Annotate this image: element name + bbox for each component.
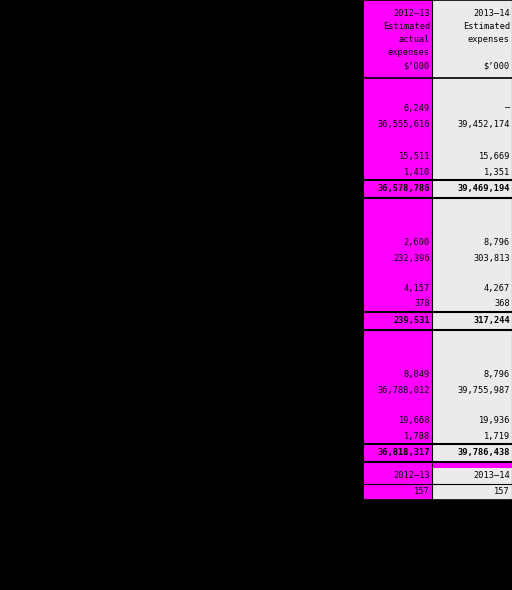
Bar (363, 266, 432, 280)
Bar (363, 280, 432, 296)
Bar (363, 296, 432, 312)
Bar (363, 382, 432, 398)
Bar (432, 468, 512, 484)
Text: 303,813: 303,813 (473, 254, 510, 263)
Text: 232,396: 232,396 (393, 254, 430, 263)
Text: 36,555,616: 36,555,616 (377, 120, 430, 129)
Bar (432, 164, 512, 180)
Bar (363, 100, 432, 116)
Bar (363, 164, 432, 180)
Bar (432, 132, 512, 148)
Text: expenses: expenses (468, 35, 510, 44)
Text: 4,157: 4,157 (404, 284, 430, 293)
Bar (363, 462, 512, 468)
Bar (432, 116, 512, 132)
Bar (432, 180, 512, 198)
Bar (432, 312, 512, 330)
Text: 15,511: 15,511 (398, 152, 430, 160)
Text: 2013–14: 2013–14 (473, 471, 510, 480)
Text: $’000: $’000 (404, 61, 430, 70)
Bar (432, 198, 512, 218)
Bar (363, 78, 432, 100)
Bar (432, 444, 512, 462)
Bar (432, 148, 512, 164)
Bar (432, 484, 512, 500)
Text: 239,531: 239,531 (393, 316, 430, 326)
Text: Estimated: Estimated (383, 22, 430, 31)
Text: 1,719: 1,719 (484, 431, 510, 441)
Text: 1,351: 1,351 (484, 168, 510, 176)
Bar (432, 330, 512, 350)
Bar (432, 398, 512, 412)
Bar (363, 0, 432, 78)
Text: 1,410: 1,410 (404, 168, 430, 176)
Text: 368: 368 (494, 300, 510, 309)
Text: expenses: expenses (388, 48, 430, 57)
Text: 317,244: 317,244 (473, 316, 510, 326)
Text: 2013–14: 2013–14 (473, 9, 510, 18)
Text: 15,669: 15,669 (479, 152, 510, 160)
Bar (432, 366, 512, 382)
Bar (363, 218, 432, 234)
Text: 378: 378 (414, 300, 430, 309)
Bar (363, 412, 432, 428)
Text: 8,796: 8,796 (484, 369, 510, 379)
Bar (363, 116, 432, 132)
Text: 6,249: 6,249 (404, 103, 430, 113)
Bar (363, 198, 432, 218)
Text: 2012–13: 2012–13 (393, 471, 430, 480)
Text: 157: 157 (494, 487, 510, 497)
Text: Estimated: Estimated (463, 22, 510, 31)
Bar (432, 280, 512, 296)
Text: 19,936: 19,936 (479, 415, 510, 424)
Bar (363, 312, 432, 330)
Bar (363, 398, 432, 412)
Bar (432, 350, 512, 366)
Bar (432, 250, 512, 266)
Bar (432, 428, 512, 444)
Bar (432, 412, 512, 428)
Bar (363, 250, 432, 266)
Bar (432, 266, 512, 280)
Text: 39,452,174: 39,452,174 (458, 120, 510, 129)
Text: 2012–13: 2012–13 (393, 9, 430, 18)
Bar (432, 382, 512, 398)
Bar (432, 78, 512, 100)
Bar (363, 180, 432, 198)
Bar (363, 350, 432, 366)
Bar (432, 218, 512, 234)
Bar (363, 148, 432, 164)
Text: 2,600: 2,600 (404, 238, 430, 247)
Bar (363, 484, 432, 500)
Text: 8,796: 8,796 (484, 238, 510, 247)
Text: 36,788,012: 36,788,012 (377, 385, 430, 395)
Bar (363, 132, 432, 148)
Bar (432, 234, 512, 250)
Text: 1,788: 1,788 (404, 431, 430, 441)
Text: 39,469,194: 39,469,194 (458, 185, 510, 194)
Bar (363, 428, 432, 444)
Bar (432, 296, 512, 312)
Text: 157: 157 (414, 487, 430, 497)
Text: 19,668: 19,668 (398, 415, 430, 424)
Text: 36,818,317: 36,818,317 (377, 448, 430, 457)
Text: 8,849: 8,849 (404, 369, 430, 379)
Bar (363, 444, 432, 462)
Bar (363, 234, 432, 250)
Text: 4,267: 4,267 (484, 284, 510, 293)
Bar (363, 366, 432, 382)
Text: 39,755,987: 39,755,987 (458, 385, 510, 395)
Text: 39,786,438: 39,786,438 (458, 448, 510, 457)
Bar (432, 100, 512, 116)
Text: actual: actual (398, 35, 430, 44)
Bar (363, 468, 432, 484)
Text: 36,578,786: 36,578,786 (377, 185, 430, 194)
Text: –: – (505, 103, 510, 113)
Text: $’000: $’000 (484, 61, 510, 70)
Bar (432, 0, 512, 78)
Bar (363, 330, 432, 350)
